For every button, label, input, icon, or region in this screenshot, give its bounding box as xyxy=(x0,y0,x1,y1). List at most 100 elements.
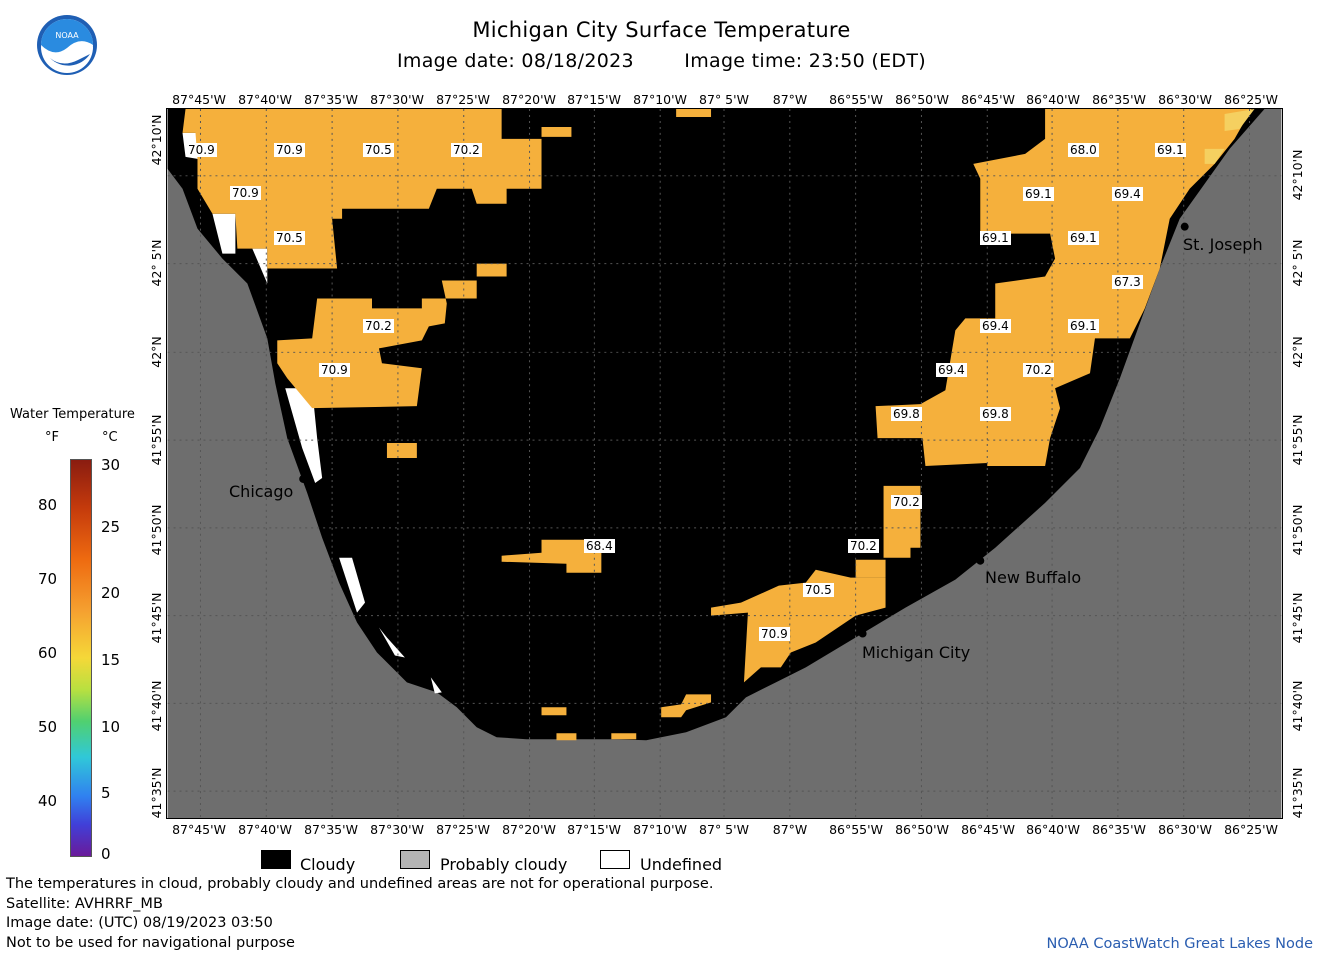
lon-label: 86°30'W xyxy=(1158,822,1212,837)
noaa-logo: NOAA xyxy=(37,15,97,75)
c-tick: 20 xyxy=(101,584,121,602)
scale-title: Water Temperature xyxy=(10,407,135,422)
lat-label: 42°N xyxy=(1290,336,1305,368)
lake-cloud-area xyxy=(167,109,1265,741)
c-tick: 15 xyxy=(101,651,121,669)
lon-label: 87°45'W xyxy=(172,92,226,107)
image-date: Image date: 08/18/2023 xyxy=(397,50,634,72)
temp-label: 70.2 xyxy=(451,143,482,157)
lon-label: 87°35'W xyxy=(304,822,358,837)
temp-label: 67.3 xyxy=(1112,275,1143,289)
temp-label: 70.2 xyxy=(848,539,879,553)
noaa-logo-text: NOAA xyxy=(55,31,79,40)
lon-label: 87°W xyxy=(772,822,808,837)
new-buffalo-marker xyxy=(976,556,985,565)
temp-label: 69.1 xyxy=(980,231,1011,245)
temp-label: 70.5 xyxy=(803,583,834,597)
city-markers xyxy=(299,222,1189,638)
lon-label: 87°15'W xyxy=(567,92,621,107)
lon-label: 87°10'W xyxy=(633,822,687,837)
cloudy-swatch xyxy=(261,850,291,869)
c-tick: 10 xyxy=(101,718,121,736)
f-tick: 50 xyxy=(38,718,58,736)
temp-label: 70.9 xyxy=(186,143,217,157)
lon-label: 86°35'W xyxy=(1092,822,1146,837)
lat-label: 41°40'N xyxy=(1290,680,1305,732)
lat-label: 42°10'N xyxy=(149,114,164,166)
lon-label: 87° 5'W xyxy=(699,822,749,837)
temp-label: 69.1 xyxy=(1023,187,1054,201)
cooler-water-areas xyxy=(1204,109,1255,164)
lon-label: 87°15'W xyxy=(567,822,621,837)
lon-label: 86°40'W xyxy=(1026,92,1080,107)
credit-text: NOAA CoastWatch Great Lakes Node xyxy=(1046,936,1313,952)
lon-label: 87°W xyxy=(772,92,808,107)
lat-label: 42° 5'N xyxy=(1290,239,1305,287)
lon-label: 87°30'W xyxy=(370,822,424,837)
utc-date-note: Image date: (UTC) 08/19/2023 03:50 xyxy=(6,915,273,931)
lon-label: 86°45'W xyxy=(961,92,1015,107)
temp-label: 68.0 xyxy=(1068,143,1099,157)
temp-label: 70.2 xyxy=(891,495,922,509)
temp-label: 70.9 xyxy=(759,627,790,641)
undefined-swatch xyxy=(600,850,630,869)
st-joseph-marker xyxy=(1180,222,1189,231)
michigan-city-label: Michigan City xyxy=(862,643,971,662)
disclaimer-note: The temperatures in cloud, probably clou… xyxy=(6,876,714,892)
lon-label: 87°20'W xyxy=(502,92,556,107)
unit-fahrenheit: °F xyxy=(45,430,59,445)
temperature-map xyxy=(166,108,1283,819)
temp-label: 70.9 xyxy=(319,363,350,377)
lon-label: 86°50'W xyxy=(895,822,949,837)
temp-label: 70.2 xyxy=(1023,363,1054,377)
c-tick: 30 xyxy=(101,456,121,474)
lon-label: 87°10'W xyxy=(633,92,687,107)
f-tick: 40 xyxy=(38,792,58,810)
lat-label: 42°10'N xyxy=(1290,149,1305,201)
lon-label: 87°25'W xyxy=(436,92,490,107)
lon-label: 86°55'W xyxy=(829,92,883,107)
c-tick: 25 xyxy=(101,518,121,536)
lon-label: 86°30'W xyxy=(1158,92,1212,107)
temp-label: 69.4 xyxy=(980,319,1011,333)
lon-label: 87°40'W xyxy=(238,822,292,837)
lat-label: 41°35'N xyxy=(149,767,164,819)
f-tick: 80 xyxy=(38,496,58,514)
temp-label: 68.4 xyxy=(584,539,615,553)
lon-label: 87°35'W xyxy=(304,92,358,107)
lon-label: 87°30'W xyxy=(370,92,424,107)
temp-label: 69.8 xyxy=(891,407,922,421)
undefined-label: Undefined xyxy=(640,855,723,874)
temp-label: 69.1 xyxy=(1068,231,1099,245)
lon-label: 86°40'W xyxy=(1026,822,1080,837)
navigation-note: Not to be used for navigational purpose xyxy=(6,935,295,951)
new-buffalo-label: New Buffalo xyxy=(985,568,1082,587)
chicago-label: Chicago xyxy=(229,482,294,501)
image-time: Image time: 23:50 (EDT) xyxy=(684,50,926,72)
cloudy-label: Cloudy xyxy=(300,855,356,874)
chicago-marker xyxy=(299,474,308,483)
lat-label: 41°55'N xyxy=(1290,414,1305,466)
lon-label: 86°25'W xyxy=(1224,822,1278,837)
c-tick: 0 xyxy=(101,845,111,863)
st-joseph-label: St. Joseph xyxy=(1183,235,1263,254)
satellite-note: Satellite: AVHRRF_MB xyxy=(6,896,163,912)
lat-label: 41°40'N xyxy=(149,680,164,732)
temp-label: 70.5 xyxy=(274,231,305,245)
temp-label: 70.2 xyxy=(363,319,394,333)
lon-label: 87°45'W xyxy=(172,822,226,837)
map-subtitle: Image date: 08/18/2023 Image time: 23:50… xyxy=(0,50,1323,72)
temp-label: 69.1 xyxy=(1155,143,1186,157)
c-tick: 5 xyxy=(101,784,111,802)
f-tick: 60 xyxy=(38,644,58,662)
temp-label: 70.9 xyxy=(230,186,261,200)
lat-label: 41°35'N xyxy=(1290,767,1305,819)
undefined-areas xyxy=(182,132,442,694)
temp-label: 69.8 xyxy=(980,407,1011,421)
temp-label: 70.5 xyxy=(363,143,394,157)
lat-label: 41°45'N xyxy=(149,592,164,644)
lat-label: 41°50'N xyxy=(1290,504,1305,556)
unit-celsius: °C xyxy=(102,430,118,445)
lon-label: 86°50'W xyxy=(895,92,949,107)
lat-label: 41°45'N xyxy=(1290,592,1305,644)
